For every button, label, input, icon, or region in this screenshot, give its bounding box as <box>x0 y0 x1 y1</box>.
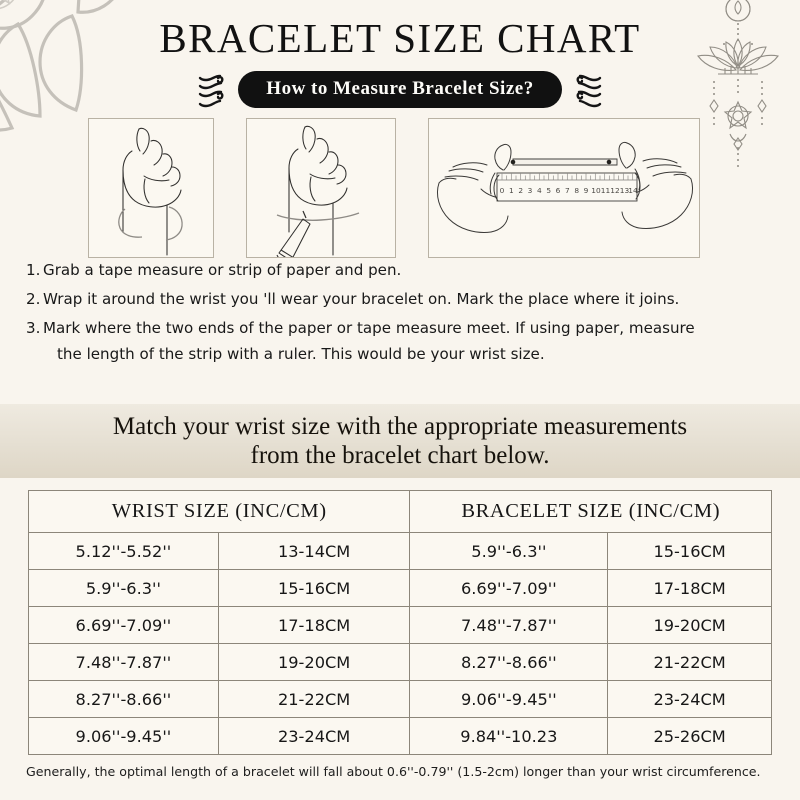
illustration-hand-marking-tape-with-pen <box>246 118 396 258</box>
cell-wrist-inch: 9.06''-9.45'' <box>28 717 219 755</box>
table-row: 9.06''-9.45'' 23-24CM 9.84''-10.23 25-26… <box>28 717 772 755</box>
match-band: Match your wrist size with the appropria… <box>0 404 800 478</box>
instruction-step: 2. Wrap it around the wrist you 'll wear… <box>26 291 778 307</box>
step-text-line2: the length of the strip with a ruler. Th… <box>57 344 545 363</box>
cell-bracelet-cm: 23-24CM <box>607 680 772 718</box>
step-text: Grab a tape measure or strip of paper an… <box>43 261 402 279</box>
cell-bracelet-inch: 8.27''-8.66'' <box>409 643 609 681</box>
cell-bracelet-inch: 5.9''-6.3'' <box>409 532 609 570</box>
table-row: 7.48''-7.87'' 19-20CM 8.27''-8.66'' 21-2… <box>28 643 772 681</box>
svg-text:10: 10 <box>591 186 601 195</box>
svg-text:14: 14 <box>628 186 638 195</box>
cell-wrist-cm: 19-20CM <box>217 643 411 681</box>
cell-wrist-cm: 15-16CM <box>217 569 411 607</box>
svg-text:1: 1 <box>509 186 514 195</box>
squiggle-flourish-icon <box>576 74 601 107</box>
svg-text:2: 2 <box>518 186 523 195</box>
instructions-list: 1. Grab a tape measure or strip of paper… <box>26 262 778 375</box>
svg-text:6: 6 <box>556 186 561 195</box>
size-table: WRIST SIZE (INC/CM) BRACELET SIZE (INC/C… <box>27 490 772 755</box>
squiggle-flourish-icon <box>199 74 224 107</box>
step-number: 1. <box>26 261 41 279</box>
cell-bracelet-cm: 17-18CM <box>607 569 772 607</box>
instruction-step: 1. Grab a tape measure or strip of paper… <box>26 262 778 278</box>
svg-text:12: 12 <box>610 186 619 195</box>
svg-text:11: 11 <box>601 186 611 195</box>
cell-wrist-inch: 5.9''-6.3'' <box>28 569 219 607</box>
table-header-row: WRIST SIZE (INC/CM) BRACELET SIZE (INC/C… <box>27 490 772 533</box>
footnote: Generally, the optimal length of a brace… <box>26 764 761 779</box>
cell-bracelet-inch: 7.48''-7.87'' <box>409 606 609 644</box>
cell-wrist-cm: 17-18CM <box>217 606 411 644</box>
svg-text:7: 7 <box>565 186 570 195</box>
svg-text:8: 8 <box>574 186 579 195</box>
svg-text:0: 0 <box>500 186 505 195</box>
table-header-wrist-size: WRIST SIZE (INC/CM) <box>27 490 411 533</box>
subtitle-row: How to Measure Bracelet Size? <box>0 71 800 108</box>
illustration-hand-with-tape-measure <box>88 118 214 258</box>
step-number: 2. <box>26 289 41 308</box>
svg-text:3: 3 <box>528 186 533 195</box>
cell-bracelet-inch: 9.06''-9.45'' <box>409 680 609 718</box>
cell-wrist-inch: 8.27''-8.66'' <box>28 680 219 718</box>
instruction-step: 3. Mark where the two ends of the paper … <box>26 320 778 362</box>
cell-wrist-inch: 5.12''-5.52'' <box>28 532 219 570</box>
lotus-moon-mandala-outline-icon <box>697 0 779 167</box>
match-band-background <box>0 404 800 478</box>
svg-text:5: 5 <box>546 186 551 195</box>
match-band-line1: Match your wrist size with the appropria… <box>112 412 688 440</box>
page-title: BRACELET SIZE CHART <box>159 15 641 61</box>
cell-wrist-cm: 13-14CM <box>217 532 411 570</box>
cell-bracelet-cm: 25-26CM <box>607 717 772 755</box>
cell-bracelet-cm: 19-20CM <box>607 606 772 644</box>
subtitle-pill: How to Measure Bracelet Size? <box>238 71 562 108</box>
table-row: 6.69''-7.09'' 17-18CM 7.48''-7.87'' 19-2… <box>28 606 772 644</box>
cell-bracelet-inch: 9.84''-10.23 <box>409 717 609 755</box>
table-row: 8.27''-8.66'' 21-22CM 9.06''-9.45'' 23-2… <box>28 680 772 718</box>
table-row: 5.9''-6.3'' 15-16CM 6.69''-7.09'' 17-18C… <box>28 569 772 607</box>
step-text: Mark where the two ends of the paper or … <box>43 318 695 337</box>
cell-wrist-cm: 23-24CM <box>217 717 411 755</box>
cell-bracelet-inch: 6.69''-7.09'' <box>409 569 609 607</box>
step-text: Wrap it around the wrist you 'll wear yo… <box>43 289 680 308</box>
cell-wrist-inch: 6.69''-7.09'' <box>28 606 219 644</box>
match-band-line2: from the bracelet chart below. <box>250 442 550 469</box>
mandala-flower-outline-icon <box>0 0 114 132</box>
svg-text:13: 13 <box>620 186 630 195</box>
cell-bracelet-cm: 15-16CM <box>607 532 772 570</box>
step-number: 3. <box>26 318 41 337</box>
table-row: 5.12''-5.52'' 13-14CM 5.9''-6.3'' 15-16C… <box>28 532 772 570</box>
cell-wrist-inch: 7.48''-7.87'' <box>28 643 219 681</box>
cell-wrist-cm: 21-22CM <box>217 680 411 718</box>
svg-text:4: 4 <box>537 186 542 195</box>
table-header-bracelet-size: BRACELET SIZE (INC/CM) <box>409 490 772 533</box>
svg-text:9: 9 <box>584 186 589 195</box>
cell-bracelet-cm: 21-22CM <box>607 643 772 681</box>
